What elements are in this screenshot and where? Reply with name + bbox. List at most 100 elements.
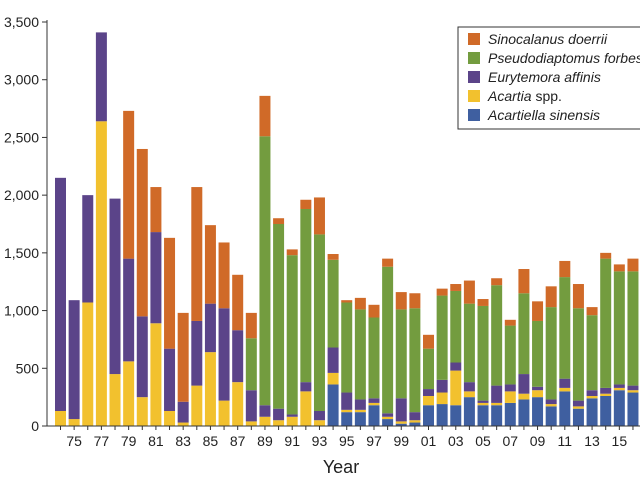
bar-1987-eurytemora-affinis [232,330,244,383]
bar-1982-acartia-spp [164,410,176,426]
bar-2007-eurytemora-affinis [504,384,516,392]
bar-2009-acartia-spp [532,390,544,398]
bar-1990-acartia-spp [273,420,285,426]
x-tick-label: 09 [530,433,546,449]
bar-2001-acartia-spp [423,395,435,406]
bar-2002-pseudodiaptomus-forbesi [436,295,448,380]
bar-2010-pseudodiaptomus-forbesi [545,307,557,400]
bar-2011-sinocalanus-doerrii [559,260,571,278]
bar-1997-acartiella-sinensis [368,405,380,426]
y-tick-label: 0 [31,418,39,434]
bar-1992-pseudodiaptomus-forbesi [300,208,312,383]
bar-2008-acartiella-sinensis [518,399,530,426]
bar-2003-pseudodiaptomus-forbesi [450,290,462,363]
bar-2013-sinocalanus-doerrii [586,307,598,316]
x-tick-label: 93 [312,433,328,449]
bar-1995-sinocalanus-doerrii [341,300,353,303]
bar-1997-sinocalanus-doerrii [368,304,380,318]
bar-1981-acartia-spp [150,323,162,426]
legend-label: Acartia spp. [487,88,562,104]
bar-1996-eurytemora-affinis [354,399,366,410]
bar-1995-eurytemora-affinis [341,392,353,410]
x-axis: 75 77 79 81 83 85 87 89 91 93 95 97 99 01 03 05 07 09 11 13… [47,425,640,449]
bar-1974-eurytemora-affinis [55,177,66,411]
y-tick-label: 2,500 [4,129,39,145]
bar-1992-acartia-spp [300,391,312,426]
bar-2008-pseudodiaptomus-forbesi [518,293,530,375]
x-tick-label: 03 [448,433,464,449]
bar-2001-eurytemora-affinis [423,389,435,396]
bar-2002-eurytemora-affinis [436,379,448,393]
bar-2009-acartiella-sinensis [532,397,544,426]
bar-1994-acartiella-sinensis [327,384,339,426]
bar-1998-acartiella-sinensis [382,419,394,426]
bar-1993-pseudodiaptomus-forbesi [313,234,325,411]
legend-swatch [468,71,480,83]
bar-2015-acartiella-sinensis [613,390,625,426]
bar-1984-eurytemora-affinis [191,320,203,386]
bar-1986-sinocalanus-doerrii [218,242,230,309]
legend-box [457,26,640,130]
bar-2000-eurytemora-affinis [409,412,421,421]
bar-2016-acartia-spp [627,390,639,393]
bar-2009-eurytemora-affinis [532,386,544,391]
bar-1989-sinocalanus-doerrii [259,95,271,137]
bar-2004-acartia-spp [463,391,475,398]
bar-2005-pseudodiaptomus-forbesi [477,305,489,401]
bar-1994-sinocalanus-doerrii [327,254,339,260]
bar-1998-acartia-spp [382,416,394,420]
bar-1980-acartia-spp [136,397,148,426]
bar-1997-eurytemora-affinis [368,398,380,403]
legend-label: Eurytemora affinis [488,69,601,85]
bar-2007-pseudodiaptomus-forbesi [504,325,516,385]
bar-2004-sinocalanus-doerrii [463,280,475,304]
bar-2005-acartiella-sinensis [477,405,489,426]
bar-2015-eurytemora-affinis [613,384,625,388]
bar-2014-acartia-spp [600,393,612,396]
bar-2010-acartia-spp [545,404,557,407]
bar-1994-pseudodiaptomus-forbesi [327,259,339,348]
x-tick-label: 15 [612,433,628,449]
x-tick-label: 07 [503,433,519,449]
bar-2011-pseudodiaptomus-forbesi [559,277,571,379]
legend-swatch [468,33,480,45]
bar-1978-acartia-spp [109,374,121,426]
x-tick-label: 79 [121,433,137,449]
x-tick-label: 95 [339,433,355,449]
x-tick-label: 99 [393,433,409,449]
bar-1995-acartiella-sinensis [341,412,353,426]
bar-1993-eurytemora-affinis [313,410,325,421]
legend-swatch [468,52,480,64]
bar-1998-pseudodiaptomus-forbesi [382,266,394,414]
bar-1995-acartia-spp [341,409,353,413]
legend-label: Sinocalanus doerrii [488,31,608,47]
bar-2008-eurytemora-affinis [518,374,530,394]
bar-2013-pseudodiaptomus-forbesi [586,315,598,391]
bar-2011-acartia-spp [559,387,571,392]
bar-2016-acartiella-sinensis [627,392,639,426]
bar-1996-acartia-spp [354,409,366,413]
bar-2016-pseudodiaptomus-forbesi [627,271,639,386]
bar-2006-sinocalanus-doerrii [491,278,503,286]
bar-2015-acartia-spp [613,387,625,391]
bar-2012-pseudodiaptomus-forbesi [572,308,584,401]
bar-2012-sinocalanus-doerrii [572,284,584,309]
bar-2006-acartiella-sinensis [491,405,503,426]
bar-1983-eurytemora-affinis [177,401,189,423]
bar-2002-acartiella-sinensis [436,404,448,426]
bar-1999-pseudodiaptomus-forbesi [395,309,407,399]
bar-2001-sinocalanus-doerrii [423,334,435,349]
x-tick-label: 87 [230,433,246,449]
bar-1996-pseudodiaptomus-forbesi [354,309,366,400]
bar-2003-acartia-spp [450,370,462,406]
bar-1975-acartia-spp [68,419,80,426]
bar-1983-sinocalanus-doerrii [177,312,189,402]
bar-1986-eurytemora-affinis [218,308,230,401]
bar-1979-acartia-spp [123,361,135,426]
bar-1988-sinocalanus-doerrii [245,312,257,339]
bar-2010-sinocalanus-doerrii [545,286,557,308]
x-tick-label: 11 [558,433,573,449]
bar-2012-eurytemora-affinis [572,400,584,407]
bar-2006-eurytemora-affinis [491,385,503,403]
bar-1998-sinocalanus-doerrii [382,258,394,267]
